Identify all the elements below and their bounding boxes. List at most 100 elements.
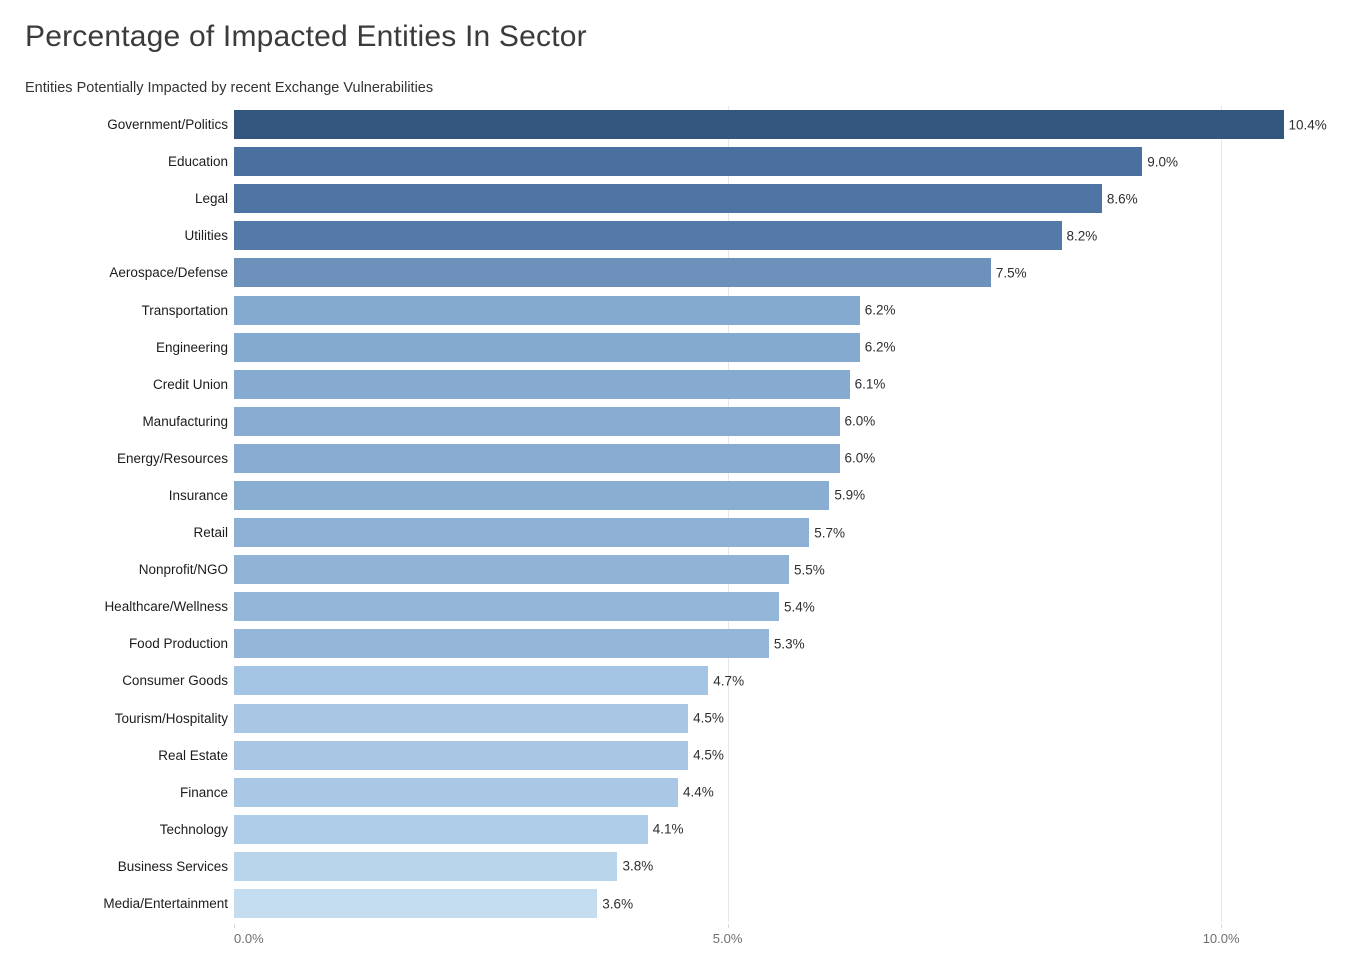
- value-label: 5.5%: [794, 562, 825, 578]
- bar: [234, 666, 709, 696]
- bar-track: 3.8%: [234, 851, 1334, 881]
- bar-row: Food Production 5.3%: [0, 625, 1334, 662]
- x-tick-mark: [234, 924, 235, 929]
- value-label: 4.5%: [693, 710, 724, 726]
- bar-row: Consumer Goods 4.7%: [0, 662, 1334, 699]
- value-label: 8.2%: [1066, 228, 1098, 244]
- bar-track: 8.2%: [234, 221, 1334, 251]
- category-label: Food Production: [128, 636, 228, 652]
- category-label: Credit Union: [152, 376, 228, 392]
- bar: [234, 295, 860, 325]
- category-label: Energy/Resources: [116, 450, 228, 466]
- bar: [234, 332, 860, 362]
- value-label: 7.5%: [995, 265, 1027, 281]
- bar-row: Aerospace/Defense 7.5%: [0, 254, 1334, 291]
- category-label: Government/Politics: [107, 117, 228, 133]
- bar-row: Insurance 5.9%: [0, 477, 1334, 514]
- bar-row: Healthcare/Wellness 5.4%: [0, 588, 1334, 625]
- value-label: 10.4%: [1288, 117, 1327, 133]
- bar-row: Government/Politics 10.4%: [0, 106, 1334, 143]
- value-label: 5.3%: [773, 636, 805, 652]
- bar-track: 10.4%: [234, 110, 1334, 140]
- value-label: 9.0%: [1147, 154, 1179, 170]
- bar: [234, 110, 1284, 140]
- bar-row: Technology 4.1%: [0, 811, 1334, 848]
- category-label: Tourism/Hospitality: [114, 710, 228, 726]
- value-label: 8.6%: [1106, 191, 1138, 207]
- bar: [234, 592, 779, 622]
- bar-track: 5.7%: [234, 518, 1334, 548]
- bar: [234, 369, 850, 399]
- x-tick-label: 10.0%: [1202, 931, 1240, 947]
- category-label: Insurance: [168, 487, 228, 503]
- bar-track: 4.7%: [234, 666, 1334, 696]
- category-label: Nonprofit/NGO: [138, 562, 228, 578]
- value-label: 6.0%: [844, 450, 876, 466]
- bar-row: Energy/Resources 6.0%: [0, 440, 1334, 477]
- bar-track: 5.5%: [234, 555, 1334, 585]
- bar-track: 4.5%: [234, 703, 1334, 733]
- bar-track: 4.4%: [234, 777, 1334, 807]
- value-label: 6.2%: [864, 339, 896, 355]
- bar-rows: Government/Politics 10.4% Education 9.0% Leg…: [0, 106, 1334, 923]
- category-label: Healthcare/Wellness: [104, 599, 228, 615]
- bar-track: 6.0%: [234, 443, 1334, 473]
- x-tick-label: 5.0%: [712, 931, 743, 947]
- value-label: 3.8%: [622, 858, 654, 874]
- bar: [234, 889, 598, 919]
- plot-area: Government/Politics 10.4% Education 9.0% Leg…: [0, 106, 1334, 952]
- bar: [234, 740, 689, 770]
- bar-row: Legal 8.6%: [0, 180, 1334, 217]
- bar-track: 3.6%: [234, 889, 1334, 919]
- bar-row: Engineering 6.2%: [0, 329, 1334, 366]
- category-label: Media/Entertainment: [103, 896, 228, 912]
- bar: [234, 703, 689, 733]
- bar-row: Utilities 8.2%: [0, 217, 1334, 254]
- bar-track: 5.9%: [234, 480, 1334, 510]
- bar: [234, 629, 769, 659]
- category-label: Education: [167, 154, 228, 170]
- bar-track: 6.1%: [234, 369, 1334, 399]
- bar-track: 8.6%: [234, 184, 1334, 214]
- bar-row: Real Estate 4.5%: [0, 737, 1334, 774]
- bar-track: 7.5%: [234, 258, 1334, 288]
- value-label: 5.9%: [834, 487, 866, 503]
- bar-row: Business Services 3.8%: [0, 848, 1334, 885]
- bar: [234, 147, 1143, 177]
- chart-subtitle: Entities Potentially Impacted by recent …: [25, 80, 434, 96]
- bar: [234, 555, 790, 585]
- vertical-gridline: [1221, 106, 1223, 923]
- bar: [234, 851, 618, 881]
- bar: [234, 443, 840, 473]
- bar-track: 9.0%: [234, 147, 1334, 177]
- value-label: 5.4%: [783, 599, 815, 615]
- category-label: Aerospace/Defense: [109, 265, 228, 281]
- value-label: 5.7%: [814, 525, 845, 541]
- category-label: Business Services: [117, 858, 228, 874]
- bar: [234, 184, 1102, 214]
- category-label: Transportation: [141, 302, 228, 318]
- gridlines: [234, 106, 1310, 923]
- x-tick-mark: [1221, 924, 1223, 929]
- bar-row: Media/Entertainment 3.6%: [0, 885, 1334, 922]
- bar: [234, 814, 648, 844]
- bar: [234, 777, 679, 807]
- value-label: 6.2%: [864, 302, 896, 318]
- bar: [234, 518, 810, 548]
- value-label: 4.7%: [713, 673, 745, 689]
- value-label: 6.1%: [854, 376, 886, 392]
- bar-row: Tourism/Hospitality 4.5%: [0, 700, 1334, 737]
- category-label: Engineering: [155, 339, 228, 355]
- category-label: Technology: [159, 821, 228, 837]
- x-tick-label: 0.0%: [234, 931, 264, 947]
- bar-row: Retail 5.7%: [0, 514, 1334, 551]
- bar-track: 6.0%: [234, 406, 1334, 436]
- bar: [234, 221, 1062, 251]
- bar-track: 5.4%: [234, 592, 1334, 622]
- bar: [234, 480, 830, 510]
- bar-track: 6.2%: [234, 295, 1334, 325]
- category-label: Utilities: [184, 228, 228, 244]
- value-label: 4.4%: [683, 784, 714, 800]
- value-label: 6.0%: [844, 413, 876, 429]
- bar-track: 4.1%: [234, 814, 1334, 844]
